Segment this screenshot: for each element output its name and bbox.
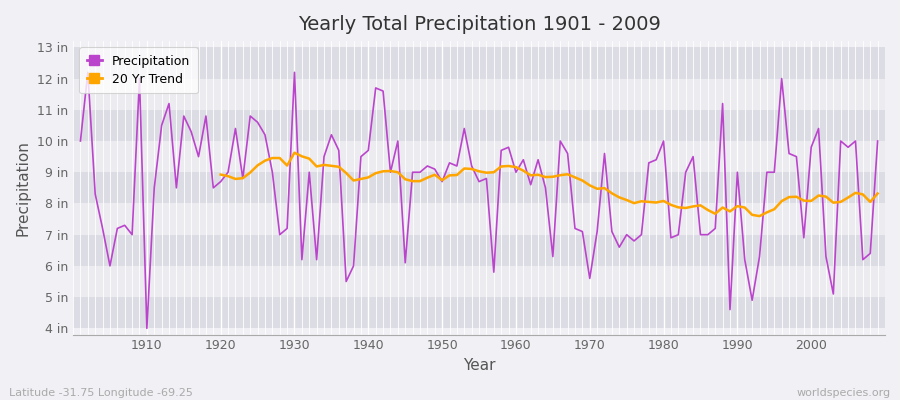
- Bar: [73, 78, 885, 110]
- Bar: [73, 141, 885, 172]
- Y-axis label: Precipitation: Precipitation: [15, 140, 30, 236]
- Bar: [73, 297, 885, 328]
- Title: Yearly Total Precipitation 1901 - 2009: Yearly Total Precipitation 1901 - 2009: [298, 15, 661, 34]
- Bar: [73, 235, 885, 266]
- Legend: Precipitation, 20 Yr Trend: Precipitation, 20 Yr Trend: [79, 47, 198, 93]
- Bar: [73, 110, 885, 141]
- Bar: [73, 204, 885, 235]
- Bar: [73, 172, 885, 204]
- Bar: [73, 266, 885, 297]
- X-axis label: Year: Year: [463, 358, 495, 373]
- Text: worldspecies.org: worldspecies.org: [796, 388, 891, 398]
- Bar: [73, 47, 885, 78]
- Text: Latitude -31.75 Longitude -69.25: Latitude -31.75 Longitude -69.25: [9, 388, 193, 398]
